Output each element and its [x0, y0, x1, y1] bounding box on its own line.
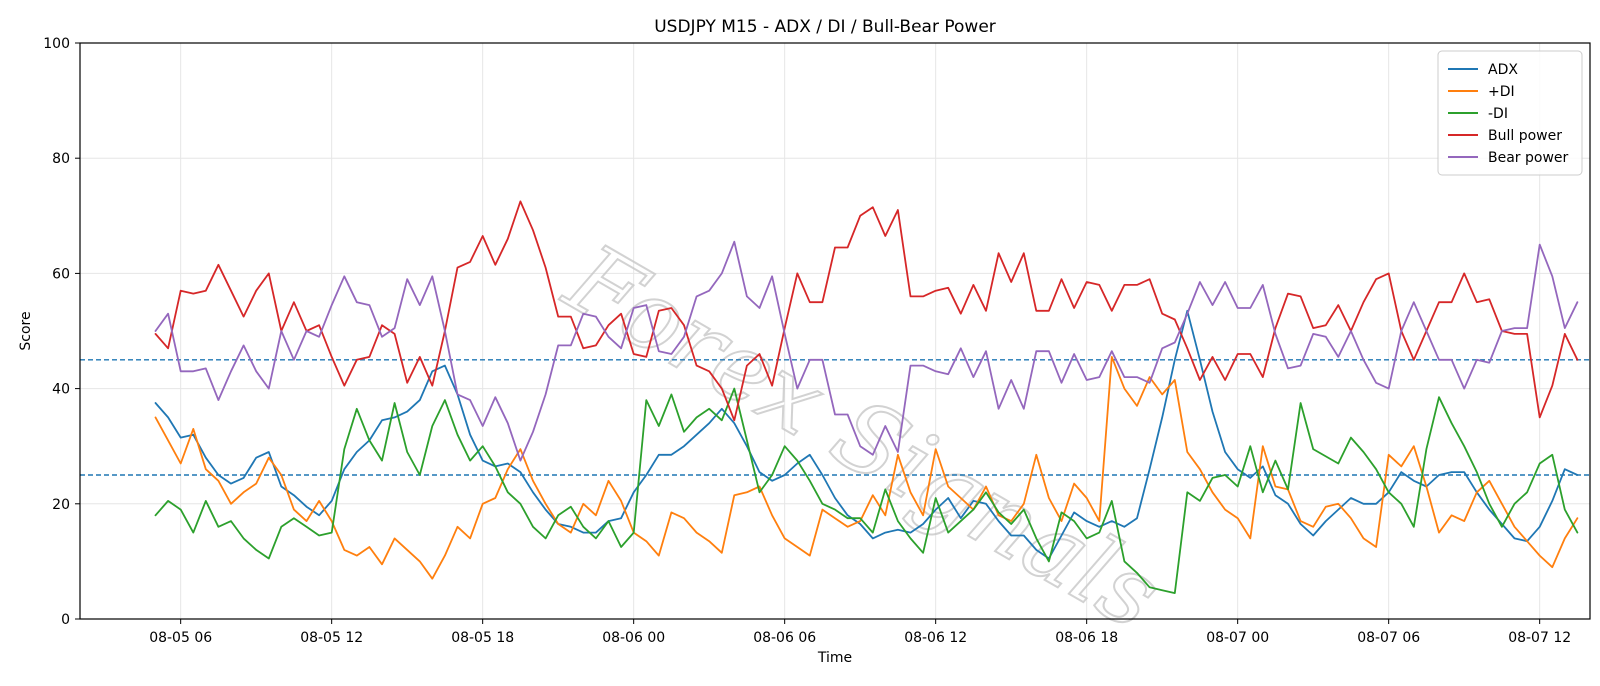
x-tick-label: 08-07 00	[1206, 630, 1269, 646]
y-tick-label: 20	[52, 497, 70, 513]
y-axis-label: Score	[18, 311, 34, 350]
legend-label: -DI	[1488, 106, 1508, 122]
x-tick-label: 08-05 06	[149, 630, 212, 646]
x-tick-label: 08-06 06	[753, 630, 816, 646]
y-tick-label: 60	[52, 266, 70, 282]
series-line-di	[154, 387, 1579, 594]
x-tick-label: 08-07 12	[1508, 630, 1571, 646]
series-line-adx	[154, 309, 1579, 560]
x-axis-label: Time	[817, 650, 852, 666]
y-tick-label: 40	[52, 382, 70, 398]
y-tick-label: 0	[61, 612, 70, 628]
y-tick-label: 100	[43, 36, 70, 52]
x-axis: 08-05 06 08-05 12 08-05 18 08-06 00 08-06 06…	[149, 619, 1571, 646]
legend: ADX +DI -DI Bull power Bear power	[1437, 50, 1583, 176]
x-tick-label: 08-05 18	[451, 630, 514, 646]
x-tick-label: 08-06 00	[602, 630, 665, 646]
plot-frame	[79, 42, 1591, 620]
x-tick-label: 08-07 06	[1357, 630, 1420, 646]
series-line-di	[154, 356, 1579, 580]
y-axis: 0 20 40 60 80 100	[43, 36, 80, 628]
chart-title: USDJPY M15 - ADX / DI / Bull-Bear Power	[654, 17, 996, 37]
reference-lines	[80, 359, 1590, 476]
legend-label: ADX	[1488, 62, 1518, 78]
series-line-bear-power	[154, 240, 1579, 462]
x-tick-label: 08-06 18	[1055, 630, 1118, 646]
legend-label: Bull power	[1488, 128, 1562, 144]
legend-box	[1437, 50, 1583, 176]
legend-label: +DI	[1488, 84, 1515, 100]
x-tick-label: 08-06 12	[904, 630, 967, 646]
series-lines	[154, 200, 1579, 594]
y-tick-label: 80	[52, 151, 70, 167]
x-tick-label: 08-05 12	[300, 630, 363, 646]
series-line-bull-power	[154, 200, 1579, 422]
legend-label: Bear power	[1488, 150, 1569, 166]
